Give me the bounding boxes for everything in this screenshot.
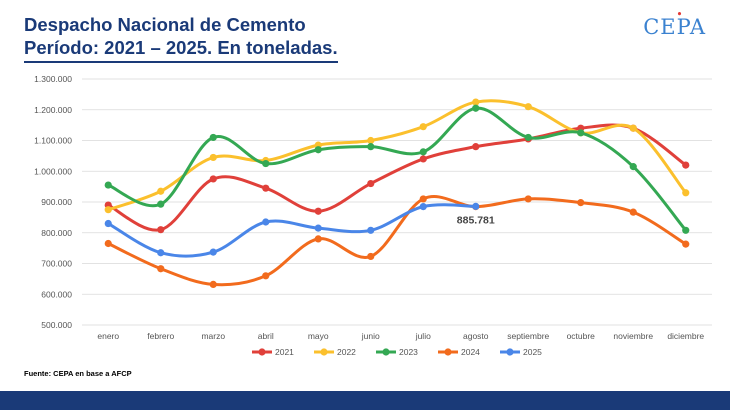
data-point-2021 (367, 179, 375, 188)
data-point-2023 (367, 143, 375, 151)
data-point-2024 (209, 280, 217, 289)
x-tick-label: septiembre (507, 331, 549, 341)
legend-label: 2023 (399, 347, 418, 357)
y-tick-label: 1.200.000 (34, 105, 72, 115)
data-point-2022 (682, 189, 690, 197)
y-tick-label: 1.300.000 (34, 74, 72, 84)
data-point-2022 (367, 136, 375, 145)
y-tick-label: 700.000 (41, 259, 72, 269)
legend-marker-2022 (320, 348, 328, 356)
legend-marker-2023 (382, 348, 390, 356)
legend-label: 2024 (461, 347, 480, 357)
data-point-2023 (682, 226, 690, 234)
data-point-2024 (577, 199, 585, 207)
y-tick-label: 500.000 (41, 320, 72, 330)
data-point-2022 (629, 124, 637, 132)
legend-marker-2021 (258, 348, 266, 356)
series-line-2022 (106, 99, 688, 212)
data-point-2025 (262, 218, 270, 226)
data-point-2022 (209, 153, 217, 162)
data-point-2025 (472, 202, 480, 210)
data-point-2022 (472, 98, 480, 106)
data-point-2024 (314, 235, 322, 243)
x-tick-label: abril (258, 331, 274, 341)
data-point-2024 (419, 195, 427, 203)
data-point-2024 (367, 252, 375, 261)
data-point-2023 (577, 129, 585, 137)
data-point-2024 (104, 239, 112, 248)
data-point-2022 (104, 206, 112, 214)
x-tick-label: mayo (308, 331, 329, 341)
data-point-2024 (524, 195, 532, 203)
legend-label: 2021 (275, 347, 294, 357)
chart-title: Despacho Nacional de Cemento Período: 20… (24, 13, 338, 63)
data-label: 885.781 (457, 214, 495, 226)
data-point-2021 (209, 175, 217, 183)
data-point-2023 (104, 181, 112, 189)
cepa-logo: CEPA • (643, 8, 706, 39)
y-tick-label: 600.000 (41, 289, 72, 299)
x-tick-label: diciembre (667, 331, 704, 341)
footer-bar (0, 391, 730, 410)
x-tick-label: enero (97, 331, 119, 341)
data-point-2022 (419, 123, 427, 131)
title-line-2: Período: 2021 – 2025. En toneladas. (24, 36, 338, 63)
data-point-2025 (367, 226, 375, 234)
data-point-2021 (472, 143, 480, 151)
logo-text: CEPA (643, 15, 706, 39)
data-point-2021 (682, 161, 690, 169)
data-point-2023 (262, 159, 270, 168)
data-point-2024 (262, 272, 270, 280)
data-point-2023 (472, 104, 480, 112)
series-line-2023 (106, 106, 688, 232)
data-point-2024 (629, 208, 637, 216)
data-point-2021 (262, 184, 270, 192)
legend-label: 2025 (523, 347, 542, 357)
x-tick-label: agosto (463, 331, 489, 341)
x-tick-label: julio (415, 331, 431, 341)
data-point-2023 (629, 163, 637, 171)
data-point-2023 (524, 133, 532, 142)
logo-accent-icon: • (676, 8, 684, 21)
x-tick-label: marzo (201, 331, 225, 341)
data-point-2025 (314, 224, 322, 232)
x-tick-label: junio (361, 331, 380, 341)
legend-marker-2024 (444, 348, 452, 356)
series-line-2024 (106, 195, 688, 287)
data-point-2023 (419, 148, 427, 156)
x-tick-label: octubre (567, 331, 596, 341)
x-tick-label: febrero (147, 331, 174, 341)
data-point-2025 (209, 248, 217, 256)
title-line-1: Despacho Nacional de Cemento (24, 14, 306, 35)
y-tick-label: 1.000.000 (34, 166, 72, 176)
source-note: Fuente: CEPA en base a AFCP (24, 369, 132, 378)
data-point-2021 (419, 155, 427, 163)
x-tick-label: noviembre (613, 331, 653, 341)
data-point-2023 (209, 133, 217, 142)
series-line-2025 (106, 203, 478, 258)
data-point-2022 (524, 103, 532, 111)
data-point-2023 (157, 200, 165, 208)
data-point-2025 (104, 219, 112, 228)
data-point-2021 (157, 226, 165, 234)
legend-label: 2022 (337, 347, 356, 357)
y-tick-label: 800.000 (41, 228, 72, 238)
series-line-2021 (106, 123, 688, 232)
y-tick-label: 1.100.000 (34, 136, 72, 146)
data-point-2025 (157, 249, 165, 257)
line-chart: 500.000 600.000 700.000 800.000 900.000 1.000… (34, 74, 712, 357)
data-point-2025 (419, 203, 427, 211)
y-tick-label: 900.000 (41, 197, 72, 207)
data-point-2024 (157, 265, 165, 273)
data-point-2023 (314, 146, 322, 154)
data-point-2021 (314, 207, 322, 215)
legend-marker-2025 (506, 348, 514, 356)
data-point-2022 (157, 187, 165, 195)
data-point-2024 (682, 240, 690, 248)
